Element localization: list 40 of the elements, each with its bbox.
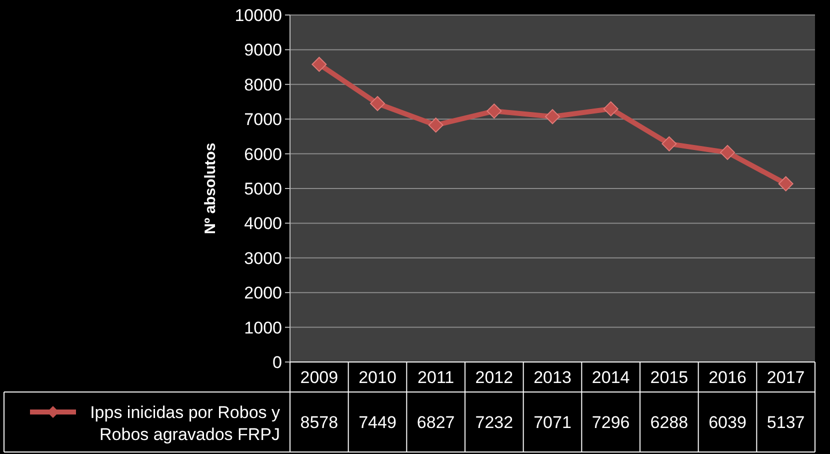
point [720, 144, 735, 160]
point [662, 136, 677, 152]
x-tick-label: 2015 [650, 368, 688, 387]
y-tick-label: 7000 [244, 110, 282, 130]
data-label: 6827 [416, 412, 455, 432]
y-tick-label: 5000 [244, 179, 282, 198]
y-axis-title: Nº absolutos [202, 142, 219, 234]
data-label: 7071 [534, 412, 572, 432]
point [428, 118, 444, 133]
x-tick-label: 2017 [766, 368, 805, 387]
x-tick-label: 2013 [534, 368, 572, 387]
x-tick-label: 2010 [358, 368, 396, 387]
data-label: 6039 [708, 412, 746, 432]
y-tick-label: 2000 [244, 284, 282, 303]
y-tick-label: 10000 [234, 6, 282, 25]
x-tick-label: 2012 [475, 368, 514, 387]
point [545, 109, 560, 124]
y-tick-label: 8000 [244, 75, 282, 94]
point [486, 104, 502, 119]
y-tick-label: 4000 [244, 214, 282, 234]
data-label: 6288 [650, 412, 688, 432]
data-label: 5137 [766, 412, 805, 432]
data-label: 7232 [475, 412, 514, 432]
legend-label: Ipps inicidas por Robos y Robos agravados FRPJ [90, 402, 280, 444]
y-tick-label: 0 [272, 352, 282, 372]
x-tick-label: 2014 [592, 368, 630, 387]
y-tick-label: 1000 [244, 318, 282, 338]
y-tick-label: 9000 [244, 40, 282, 60]
y-tick-label: 6000 [244, 144, 282, 164]
data-label: 8578 [300, 412, 338, 432]
point [603, 101, 618, 116]
y-tick-label: 3000 [244, 248, 282, 268]
point [778, 176, 794, 192]
point [312, 56, 327, 72]
data-label: 7296 [592, 412, 630, 432]
x-tick-label: 2016 [708, 368, 746, 387]
data-label: 7449 [358, 412, 396, 432]
x-tick-label: 2011 [418, 368, 454, 387]
x-tick-label: 2009 [300, 368, 338, 387]
point [370, 96, 385, 112]
